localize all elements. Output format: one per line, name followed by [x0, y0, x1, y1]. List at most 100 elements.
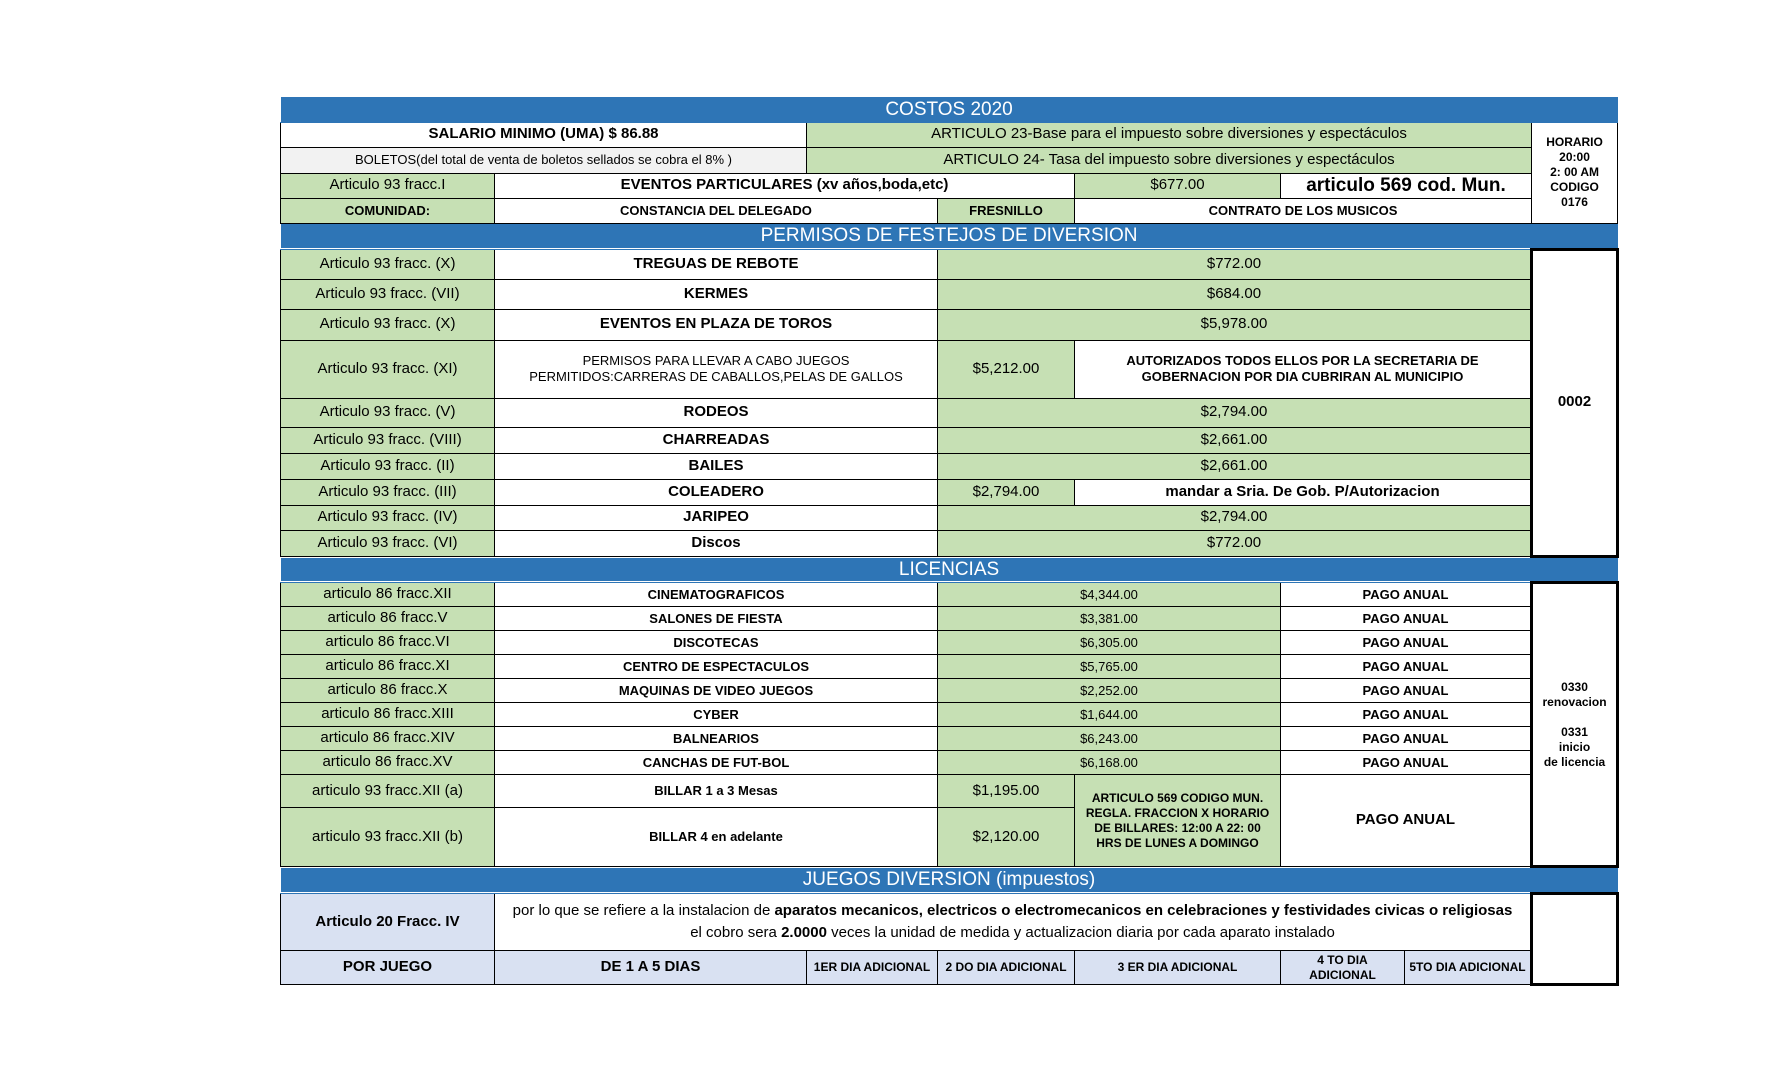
permiso-note: AUTORIZADOS TODOS ELLOS POR LA SECRETARI…	[1074, 339, 1532, 399]
licencia-cost: $4,344.00	[937, 582, 1281, 608]
article-label: articulo 86 fracc.VI	[280, 630, 495, 656]
text-line: PERMITIDOS:CARRERAS DE CABALLOS,PELAS DE…	[529, 369, 903, 384]
description-segment: 2.0000	[781, 924, 827, 941]
licencia-name: CINEMATOGRAFICOS	[494, 582, 938, 608]
article-label: Articulo 93 fracc. (X)	[280, 248, 495, 280]
page-title: COSTOS 2020	[280, 97, 1618, 123]
articulo-23: ARTICULO 23-Base para el impuesto sobre …	[806, 121, 1532, 148]
permiso-row: Articulo 93 fracc. (VI) Discos $772.00	[280, 529, 1618, 557]
article-label: Articulo 93 fracc. (VII)	[280, 278, 495, 310]
text-line: HORARIO	[1546, 135, 1603, 150]
article-label: articulo 86 fracc.XI	[280, 654, 495, 680]
licencia-cost: $1,644.00	[937, 702, 1281, 728]
section-header: PERMISOS DE FESTEJOS DE DIVERSION	[280, 222, 1618, 250]
eventos-name: EVENTOS PARTICULARES (xv años,boda,etc)	[494, 172, 1075, 199]
text-line: PERMISOS PARA LLEVAR A CABO JUEGOS	[582, 352, 850, 368]
text-line: de licencia	[1543, 754, 1606, 769]
permiso-cost: $684.00	[937, 278, 1532, 310]
licencia-payment: PAGO ANUAL	[1280, 750, 1532, 776]
eventos-cost: $677.00	[1074, 172, 1281, 199]
permiso-cost: $2,794.00	[937, 504, 1532, 531]
licencia-row: articulo 86 fracc.V SALONES DE FIESTA $3,3…	[280, 606, 1618, 632]
column-header: 1ER DIA ADICIONAL	[806, 950, 938, 985]
column-header: 3 ER DIA ADICIONAL	[1074, 950, 1281, 985]
permiso-row: Articulo 93 fracc. (XI) PERMISOS PARA LLE…	[280, 339, 1618, 399]
permisos-code: 0002	[1529, 247, 1620, 558]
licencia-name: BALNEARIOS	[494, 726, 938, 752]
permiso-row: Articulo 93 fracc. (II) BAILES $2,661.00	[280, 452, 1618, 480]
permiso-name: BAILES	[494, 452, 938, 480]
licencia-cost: $6,243.00	[937, 726, 1281, 752]
licencia-row: articulo 86 fracc.XV CANCHAS DE FUT-BOL $6…	[280, 750, 1618, 776]
licencia-name: SALONES DE FIESTA	[494, 606, 938, 632]
licencia-row: articulo 86 fracc.XI CENTRO DE ESPECTACUL…	[280, 654, 1618, 680]
article-label: Articulo 20 Fracc. IV	[280, 893, 495, 951]
licencia-name: CYBER	[494, 702, 938, 728]
permiso-row: Articulo 93 fracc. (IV) JARIPEO $2,794.00	[280, 504, 1618, 531]
article-label: Articulo 93 fracc. (II)	[280, 452, 495, 480]
text-line: 0330	[1561, 679, 1588, 694]
juegos-columns: POR JUEGO DE 1 A 5 DIAS 1ER DIA ADICIONAL 2…	[280, 950, 1618, 985]
licencia-payment: PAGO ANUAL	[1280, 630, 1532, 656]
permiso-name: CHARREADAS	[494, 426, 938, 454]
text-line: 0331	[1561, 724, 1588, 739]
section-licencias: LICENCIAS	[280, 555, 1618, 584]
description-segment: el cobro sera	[690, 924, 782, 941]
licencia-payment: PAGO ANUAL	[1280, 726, 1532, 752]
text-line: GOBERNACION POR DIA CUBRIRAN AL MUNICIPI…	[1141, 369, 1464, 384]
permiso-row: Articulo 93 fracc. (V) RODEOS $2,794.00	[280, 397, 1618, 428]
permiso-cost: $5,212.00	[937, 339, 1075, 399]
text-line: inicio	[1558, 739, 1591, 754]
permiso-cost: $2,794.00	[937, 478, 1075, 506]
text-line	[1536, 710, 1613, 725]
article-label: Articulo 93 fracc. (VI)	[280, 529, 495, 557]
article-label: Articulo 93 fracc. (III)	[280, 478, 495, 506]
salario-minimo: SALARIO MINIMO (UMA) $ 86.88	[280, 121, 807, 148]
permiso-cost: $772.00	[937, 529, 1532, 557]
article-label: Articulo 93 fracc. (V)	[280, 397, 495, 428]
licencia-cost: $6,305.00	[937, 630, 1281, 656]
article-label: Articulo 93 fracc.I	[280, 172, 495, 199]
permiso-row: Articulo 93 fracc. (VIII) CHARREADAS $2,66…	[280, 426, 1618, 454]
boletos-note: BOLETOS(del total de venta de boletos se…	[280, 146, 807, 174]
article-label: articulo 86 fracc.XIII	[280, 702, 495, 728]
article-label: articulo 86 fracc.XV	[280, 750, 495, 776]
billar-note: ARTICULO 569 CODIGO MUN. REGLA. FRACCION …	[1074, 774, 1281, 868]
contrato: CONTRATO DE LOS MUSICOS	[1074, 197, 1532, 224]
text-line: 0176	[1561, 195, 1588, 210]
text-line: 20:00	[1559, 150, 1590, 165]
permiso-cost: $2,661.00	[937, 452, 1532, 480]
billar-row: articulo 93 fracc.XII (a) BILLAR 1 a 3 Me…	[280, 774, 1618, 868]
comunidad-label: COMUNIDAD:	[280, 197, 495, 224]
permiso-row: Articulo 93 fracc. (III) COLEADERO $2,794.…	[280, 478, 1618, 506]
licencia-payment: PAGO ANUAL	[1280, 702, 1532, 728]
licencia-name: CANCHAS DE FUT-BOL	[494, 750, 938, 776]
constancia: CONSTANCIA DEL DELEGADO	[494, 197, 938, 224]
permiso-name: EVENTOS EN PLAZA DE TOROS	[494, 308, 938, 341]
billar-cost: $1,195.00	[937, 774, 1075, 809]
article-label: articulo 86 fracc.V	[280, 606, 495, 632]
text-line: ARTICULO 569 CODIGO MUN.	[1091, 790, 1264, 805]
permiso-row: Articulo 93 fracc. (VII) KERMES $684.00	[280, 278, 1618, 310]
articulo-569: articulo 569 cod. Mun.	[1280, 172, 1532, 199]
permiso-cost: $2,794.00	[937, 397, 1532, 428]
licencia-cost: $3,381.00	[937, 606, 1281, 632]
text-line: CODIGO	[1550, 180, 1599, 195]
permiso-name: KERMES	[494, 278, 938, 310]
text-line: HRS DE LUNES A DOMINGO	[1096, 835, 1259, 850]
table-row: Articulo 93 fracc.I EVENTOS PARTICULARES …	[280, 172, 1618, 199]
permiso-cost: $5,978.00	[937, 308, 1532, 341]
billar-payment: PAGO ANUAL	[1280, 774, 1532, 868]
licencia-cost: $2,252.00	[937, 678, 1281, 704]
article-label: articulo 86 fracc.XII	[280, 582, 495, 608]
juegos-description: por lo que se refiere a la instalacion d…	[494, 893, 1532, 951]
permiso-name: COLEADERO	[494, 478, 938, 506]
licencia-payment: PAGO ANUAL	[1280, 654, 1532, 680]
juegos-blank	[1529, 892, 1620, 986]
billar-name: BILLAR 4 en adelante	[494, 807, 938, 868]
horario-codigo: HORARIO 20:00 2: 00 AM CODIGO 0176	[1530, 121, 1619, 224]
licencia-name: CENTRO DE ESPECTACULOS	[494, 654, 938, 680]
licencia-name: DISCOTECAS	[494, 630, 938, 656]
licencia-row: articulo 86 fracc.XIII CYBER $1,644.00 PAGO…	[280, 702, 1618, 728]
articulo-24: ARTICULO 24- Tasa del impuesto sobre div…	[806, 146, 1532, 174]
